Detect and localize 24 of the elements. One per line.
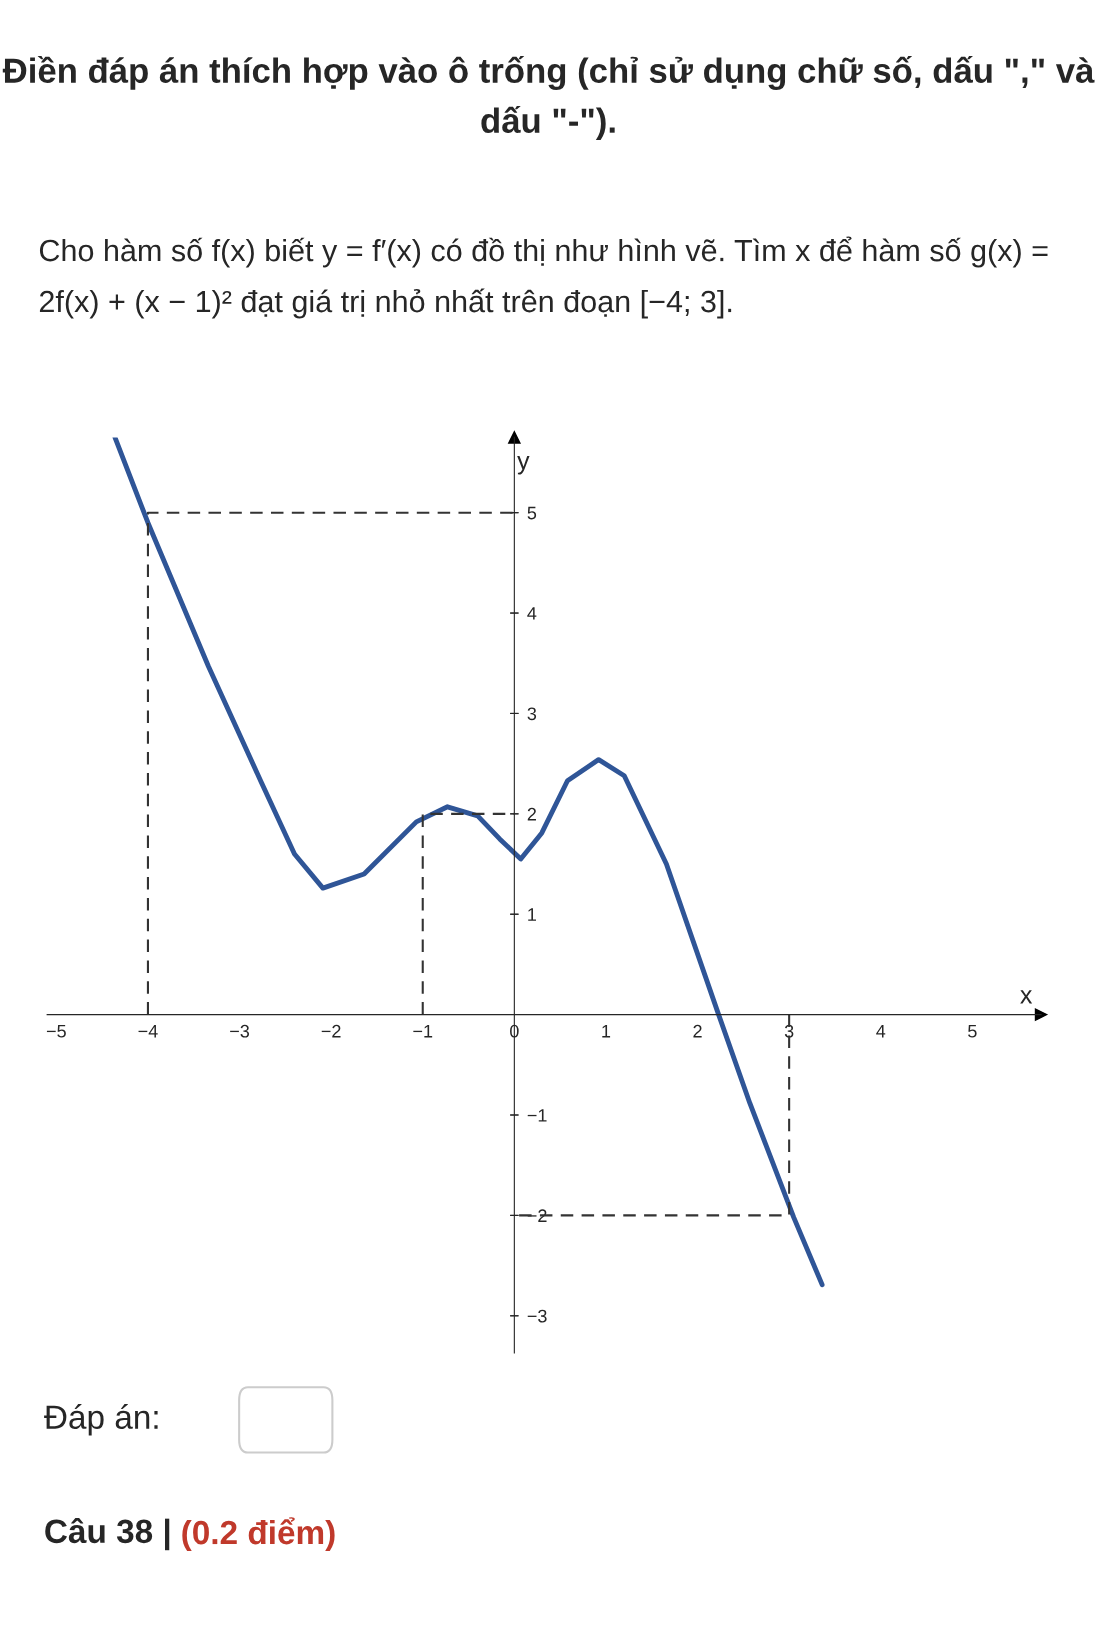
text: Câu 38 | xyxy=(45,1517,170,1551)
y-tick-label: 2 xyxy=(527,807,536,821)
x-tick-label: −4 xyxy=(138,1025,158,1038)
x-tick-label: 5 xyxy=(968,1025,977,1038)
chart-subtitle: Cho hàm số f(x) biết y = f′(x) có đồ thị như hình vẽ. Tìm x để hàm số g(x) = 2f(x) + (x − 1)² đạt giá trị nhỏ nhất trên đoạn [−4; 3]. xyxy=(39,236,1048,319)
text: Đáp án: xyxy=(44,1404,158,1436)
x-tick-label: 4 xyxy=(876,1025,886,1038)
x-tick-label: −1 xyxy=(413,1025,433,1038)
y-tick-label: 5 xyxy=(527,506,537,520)
y-tick-label: 3 xyxy=(527,707,537,721)
x-tick-label: −3 xyxy=(230,1024,250,1038)
text: (0.2 điểm) xyxy=(182,1517,335,1551)
y-axis-title: y xyxy=(517,456,530,475)
y-tick-label: −3 xyxy=(527,1309,547,1323)
y-tick-label: 4 xyxy=(527,607,537,620)
x-axis-title: x xyxy=(1020,990,1033,1004)
chart-title: Điền đáp án thích hợp vào ô trống (chỉ sử dụng chữ số, dấu "," và dấu "-"). xyxy=(2,55,1095,140)
x-tick-label: 1 xyxy=(602,1025,611,1038)
line-series xyxy=(112,437,825,1288)
x-tick-label: −2 xyxy=(321,1024,341,1038)
x-tick-label: −5 xyxy=(46,1025,66,1038)
x-tick-label: 2 xyxy=(693,1024,702,1038)
y-tick-label: 1 xyxy=(528,908,536,921)
y-tick-label: −1 xyxy=(527,1109,547,1122)
